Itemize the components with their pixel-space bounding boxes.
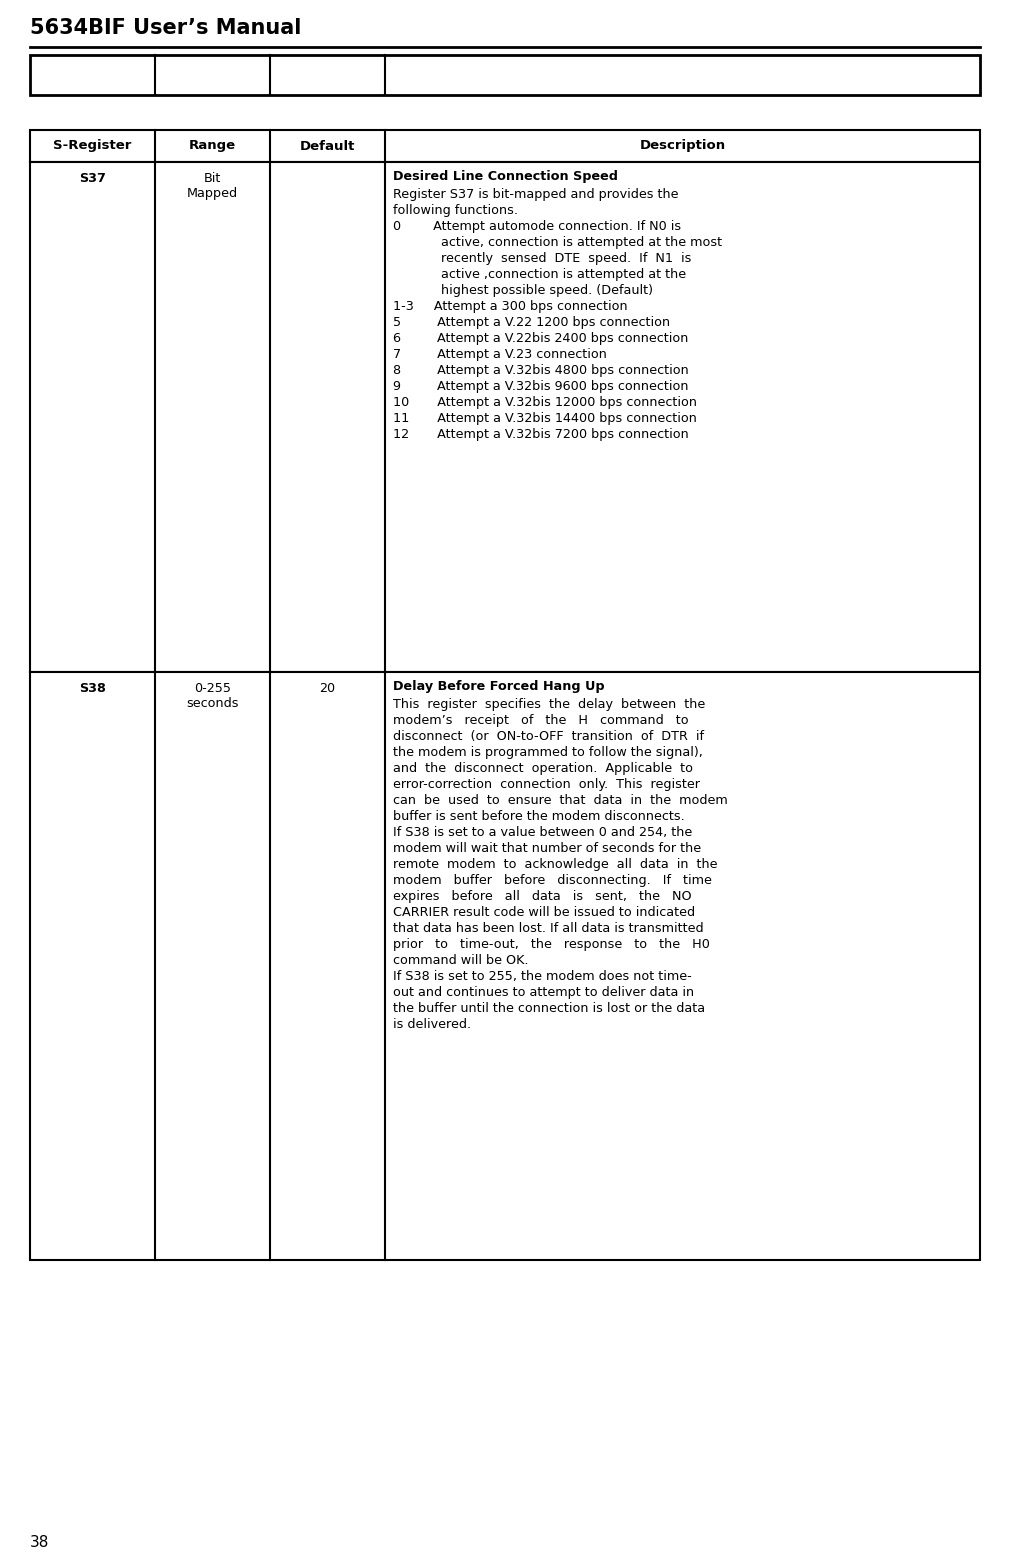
Text: 6         Attempt a V.22bis 2400 bps connection: 6 Attempt a V.22bis 2400 bps connection	[393, 332, 689, 344]
Text: 5         Attempt a V.22 1200 bps connection: 5 Attempt a V.22 1200 bps connection	[393, 316, 670, 329]
Text: is delivered.: is delivered.	[393, 1017, 471, 1031]
Text: Range: Range	[189, 139, 236, 152]
Text: Desired Line Connection Speed: Desired Line Connection Speed	[393, 171, 618, 183]
Text: command will be OK.: command will be OK.	[393, 955, 528, 967]
Text: buffer is sent before the modem disconnects.: buffer is sent before the modem disconne…	[393, 811, 685, 823]
Text: following functions.: following functions.	[393, 203, 518, 218]
Text: 8         Attempt a V.32bis 4800 bps connection: 8 Attempt a V.32bis 4800 bps connection	[393, 365, 689, 377]
Text: 10       Attempt a V.32bis 12000 bps connection: 10 Attempt a V.32bis 12000 bps connectio…	[393, 396, 697, 408]
Text: modem   buffer   before   disconnecting.   If   time: modem buffer before disconnecting. If ti…	[393, 873, 712, 887]
Text: If S38 is set to 255, the modem does not time-: If S38 is set to 255, the modem does not…	[393, 970, 692, 983]
Text: 38: 38	[30, 1535, 49, 1549]
Text: 12       Attempt a V.32bis 7200 bps connection: 12 Attempt a V.32bis 7200 bps connection	[393, 427, 689, 441]
Text: 9         Attempt a V.32bis 9600 bps connection: 9 Attempt a V.32bis 9600 bps connection	[393, 380, 689, 393]
Text: Default: Default	[300, 139, 356, 152]
Text: S37: S37	[79, 172, 106, 185]
Text: Description: Description	[639, 139, 725, 152]
Text: can  be  used  to  ensure  that  data  in  the  modem: can be used to ensure that data in the m…	[393, 793, 728, 808]
Text: CARRIER result code will be issued to indicated: CARRIER result code will be issued to in…	[393, 906, 695, 919]
Text: S-Register: S-Register	[54, 139, 131, 152]
Text: the buffer until the connection is lost or the data: the buffer until the connection is lost …	[393, 1002, 705, 1016]
Text: active, connection is attempted at the most: active, connection is attempted at the m…	[393, 236, 722, 249]
Text: remote  modem  to  acknowledge  all  data  in  the: remote modem to acknowledge all data in …	[393, 858, 717, 872]
Text: Register S37 is bit-mapped and provides the: Register S37 is bit-mapped and provides …	[393, 188, 679, 200]
Text: active ,connection is attempted at the: active ,connection is attempted at the	[393, 268, 686, 282]
Bar	[30, 671, 980, 1260]
Text: 1-3     Attempt a 300 bps connection: 1-3 Attempt a 300 bps connection	[393, 300, 627, 313]
Text: prior   to   time-out,   the   response   to   the   H0: prior to time-out, the response to the H…	[393, 937, 710, 952]
Text: modem’s   receipt   of   the   H   command   to: modem’s receipt of the H command to	[393, 714, 689, 728]
Text: disconnect  (or  ON-to-OFF  transition  of  DTR  if: disconnect (or ON-to-OFF transition of D…	[393, 729, 704, 743]
Text: 20: 20	[319, 682, 335, 695]
Text: 7         Attempt a V.23 connection: 7 Attempt a V.23 connection	[393, 347, 607, 362]
Text: 11       Attempt a V.32bis 14400 bps connection: 11 Attempt a V.32bis 14400 bps connectio…	[393, 412, 697, 426]
Bar	[30, 55, 980, 95]
Text: and  the  disconnect  operation.  Applicable  to: and the disconnect operation. Applicable…	[393, 762, 693, 775]
Text: This  register  specifies  the  delay  between  the: This register specifies the delay betwee…	[393, 698, 705, 711]
Bar	[30, 163, 980, 671]
Text: recently  sensed  DTE  speed.  If  N1  is: recently sensed DTE speed. If N1 is	[393, 252, 692, 264]
Text: the modem is programmed to follow the signal),: the modem is programmed to follow the si…	[393, 747, 703, 759]
Text: out and continues to attempt to deliver data in: out and continues to attempt to deliver …	[393, 986, 694, 998]
Bar	[30, 130, 980, 163]
Text: highest possible speed. (Default): highest possible speed. (Default)	[393, 283, 653, 297]
Text: that data has been lost. If all data is transmitted: that data has been lost. If all data is …	[393, 922, 704, 934]
Text: S38: S38	[79, 682, 106, 695]
Text: modem will wait that number of seconds for the: modem will wait that number of seconds f…	[393, 842, 701, 854]
Text: Bit
Mapped: Bit Mapped	[187, 172, 238, 200]
Text: If S38 is set to a value between 0 and 254, the: If S38 is set to a value between 0 and 2…	[393, 826, 692, 839]
Text: Delay Before Forced Hang Up: Delay Before Forced Hang Up	[393, 681, 605, 693]
Text: 0        Attempt automode connection. If N0 is: 0 Attempt automode connection. If N0 is	[393, 221, 681, 233]
Text: error-correction  connection  only.  This  register: error-correction connection only. This r…	[393, 778, 700, 790]
Text: 0-255
seconds: 0-255 seconds	[186, 682, 238, 711]
Text: 5634BIF User’s Manual: 5634BIF User’s Manual	[30, 19, 301, 38]
Text: expires   before   all   data   is   sent,   the   NO: expires before all data is sent, the NO	[393, 890, 692, 903]
